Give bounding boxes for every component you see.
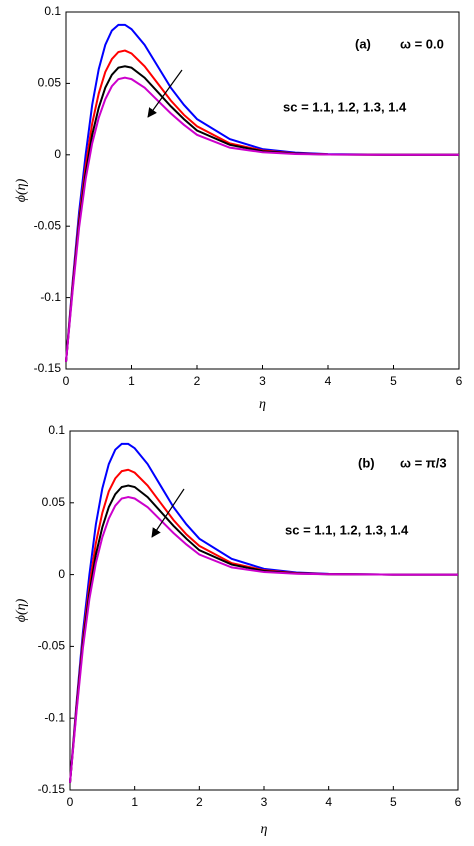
panel-label: (a) (355, 36, 371, 51)
x-tick-label: 2 (196, 795, 203, 809)
panel-label: (b) (358, 455, 375, 470)
y-tick-label: 0.05 (42, 495, 66, 509)
y-tick-label: 0.1 (48, 423, 65, 437)
x-tick-label: 0 (63, 374, 70, 388)
x-tick-label: 5 (390, 795, 397, 809)
y-tick-label: -0.1 (44, 710, 65, 724)
arrow (147, 69, 183, 118)
curve (65, 76, 459, 362)
x-tick-label: 1 (131, 795, 138, 809)
sc-annotation: sc = 1.1, 1.2, 1.3, 1.4 (285, 522, 409, 537)
arrow (151, 488, 185, 538)
x-tick-label: 4 (325, 795, 332, 809)
y-axis-label: ϕ(η) (14, 178, 29, 202)
y-tick-label: -0.15 (38, 782, 66, 796)
x-tick-label: 1 (128, 374, 135, 388)
y-tick-label: 0 (58, 567, 65, 581)
y-tick-label: 0 (54, 147, 61, 161)
x-tick-label: 4 (325, 374, 332, 388)
y-tick-label: -0.05 (34, 218, 62, 232)
curve (65, 49, 459, 362)
curve (69, 496, 458, 783)
sc-annotation: sc = 1.1, 1.2, 1.3, 1.4 (283, 99, 407, 114)
curve (69, 442, 458, 783)
x-tick-label: 6 (455, 795, 462, 809)
y-tick-label: 0.05 (38, 76, 62, 90)
x-tick-label: 0 (67, 795, 74, 809)
x-tick-label: 2 (194, 374, 201, 388)
omega-annotation: ω = π/3 (400, 455, 447, 470)
x-tick-label: 6 (456, 374, 463, 388)
y-tick-label: -0.05 (38, 639, 66, 653)
x-axis-label: η (261, 822, 268, 837)
chart-panel: -0.15 -0.1 -0.05 0 0.05 0.1 0 1 2 3 4 5 6 η ϕ(η) (b) ω =… (14, 423, 461, 837)
y-tick-label: -0.15 (34, 361, 62, 375)
y-tick-label: 0.1 (44, 4, 61, 18)
y-axis-label: ϕ(η) (14, 598, 29, 622)
curve (65, 23, 459, 362)
chart-panel: -0.15 -0.1 -0.05 0 0.05 0.1 0 1 2 3 4 5 6 η ϕ(η) (a) ω =… (14, 4, 462, 412)
x-tick-label: 3 (261, 795, 268, 809)
x-tick-label: 3 (259, 374, 266, 388)
y-tick-label: -0.1 (40, 290, 61, 304)
x-tick-label: 5 (390, 374, 397, 388)
x-axis-label: η (259, 397, 266, 412)
omega-annotation: ω = 0.0 (400, 36, 444, 51)
curve (69, 468, 458, 783)
